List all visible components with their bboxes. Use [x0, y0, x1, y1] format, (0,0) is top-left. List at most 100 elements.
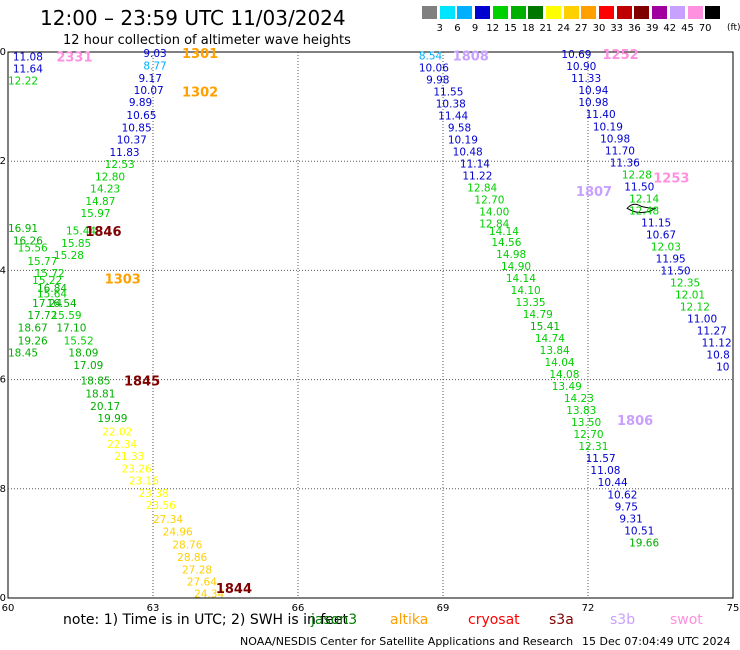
wave-height-value: 12.12: [680, 301, 710, 313]
wave-height-value: 9.31: [619, 513, 642, 525]
lat-tick-label: -56: [0, 375, 6, 386]
wave-height-value: 12.35: [670, 277, 700, 289]
lon-tick-label: 63: [147, 603, 160, 612]
wave-height-value: 11.22: [462, 170, 492, 182]
wave-height-value: 14.90: [501, 261, 531, 273]
legend-satellite-cryosat: cryosat: [468, 612, 520, 628]
timestamp: 15 Dec 07:04:49 UTC 2024: [582, 635, 731, 648]
wave-height-value: 10.69: [561, 49, 591, 61]
wave-height-value: 8.77: [143, 61, 166, 73]
wave-height-value: 11.95: [656, 253, 686, 265]
wave-height-value: 10: [716, 361, 729, 373]
pass-time-label: 1303: [105, 273, 141, 288]
wave-height-value: 12.48: [629, 205, 659, 217]
wave-height-value: 11.70: [605, 145, 635, 157]
wave-height-value: 10.37: [117, 134, 147, 146]
wave-height-value: 10.90: [566, 61, 596, 73]
wave-height-value: 11.40: [586, 109, 616, 121]
wave-height-value: 17.09: [73, 360, 103, 372]
wave-height-value: 12.70: [474, 194, 504, 206]
wave-height-value: 9.98: [426, 74, 449, 86]
wave-height-value: 10.06: [419, 62, 449, 74]
wave-height-value: 18.67: [18, 323, 48, 335]
wave-height-value: 20.17: [90, 401, 120, 413]
wave-height-value: 10.38: [436, 98, 466, 110]
wave-height-value: 9.17: [139, 73, 162, 85]
wave-height-value: 12.70: [574, 429, 604, 441]
wave-height-value: 16.54: [47, 298, 77, 310]
wave-height-value: 10.44: [598, 477, 628, 489]
wave-height-value: 10.98: [600, 133, 630, 145]
wave-height-value: 11.15: [641, 217, 671, 229]
wave-height-value: 24.96: [163, 526, 193, 538]
color-scale-tick: 15: [504, 23, 517, 34]
wave-height-value: 10.98: [578, 97, 608, 109]
wave-height-value: 10.07: [134, 85, 164, 97]
wave-height-value: 10.8: [706, 349, 729, 361]
color-swatch: [634, 6, 650, 19]
pass-time-label: 1301: [182, 47, 218, 62]
credit: NOAA/NESDIS Center for Satellite Applica…: [240, 635, 574, 648]
lat-tick-label: -50: [0, 47, 6, 58]
wave-height-value: 28.76: [172, 539, 202, 551]
color-scale-tick: 3: [436, 23, 443, 34]
color-scale-tick: 42: [663, 23, 677, 34]
wave-height-value: 11.33: [571, 73, 601, 85]
color-scale-tick: 30: [592, 23, 606, 34]
wave-height-value: 15.56: [18, 242, 48, 254]
wave-height-value: 12.22: [8, 75, 38, 87]
pass-time-label: 1807: [576, 185, 612, 200]
lon-tick-label: 66: [292, 603, 305, 612]
wave-height-value: 15.97: [81, 208, 111, 220]
wave-height-value: 21.33: [114, 451, 144, 463]
wave-height-value: 24.34: [194, 589, 224, 601]
wave-height-value: 15.77: [27, 256, 57, 268]
map-frame: [7, 51, 734, 599]
pass-time-label: 1252: [603, 48, 639, 63]
wave-height-value: 13.49: [552, 381, 582, 393]
lon-tick-label: 69: [437, 603, 450, 612]
color-scale-tick: 18: [521, 23, 535, 34]
wave-height-value: 13.50: [571, 417, 601, 429]
legend-satellite-altika: altika: [390, 612, 429, 628]
color-scale-tick: 24: [557, 23, 570, 34]
wave-height-value: 16.26: [13, 235, 43, 247]
wave-height-value: 22.02: [102, 426, 132, 438]
wave-height-value: 10.19: [593, 121, 623, 133]
wave-height-value: 15.44: [66, 226, 96, 238]
wave-height-value: 11.12: [702, 337, 732, 349]
wave-height-value: 16.84: [37, 283, 67, 295]
wave-height-value: 14.14: [489, 226, 519, 238]
wave-height-value: 15.85: [61, 238, 91, 250]
wave-height-value: 17.72: [27, 310, 57, 322]
wave-height-value: 18.09: [68, 347, 98, 359]
wave-height-value: 14.98: [496, 249, 526, 261]
wave-height-value: 11.50: [624, 181, 654, 193]
wave-height-value: 13.35: [516, 297, 546, 309]
wave-height-value: 11.27: [697, 325, 727, 337]
wave-height-value: 11.00: [687, 313, 717, 325]
wave-height-value: 9.58: [448, 122, 471, 134]
wave-height-value: 10.62: [607, 489, 637, 501]
legend-satellite-s3b: s3b: [610, 612, 636, 628]
wave-height-value: 11.57: [586, 453, 616, 465]
wave-height-value: 23.16: [129, 476, 159, 488]
pass-time-label: 1253: [653, 172, 689, 187]
wave-height-value: 9.89: [129, 97, 152, 109]
wave-height-value: 10.85: [122, 122, 152, 134]
color-swatch: [457, 6, 473, 19]
wave-height-value: 12.80: [95, 171, 125, 183]
color-scale-tick: 12: [486, 23, 500, 34]
color-scale-tick: 9: [471, 23, 479, 34]
wave-height-value: 11.08: [13, 51, 43, 63]
wave-height-value: 15.72: [35, 268, 65, 280]
wave-height-value: 12.31: [578, 441, 608, 453]
wave-height-value: 12.28: [622, 169, 652, 181]
lat-tick-label: -52: [0, 156, 6, 167]
pass-time-label: 1808: [453, 49, 489, 64]
wave-height-value: 14.74: [535, 333, 565, 345]
color-swatch: [422, 6, 437, 19]
wave-height-value: 14.23: [90, 184, 120, 196]
wave-height-value: 27.34: [153, 514, 183, 526]
wave-height-value: 18.81: [85, 388, 115, 400]
